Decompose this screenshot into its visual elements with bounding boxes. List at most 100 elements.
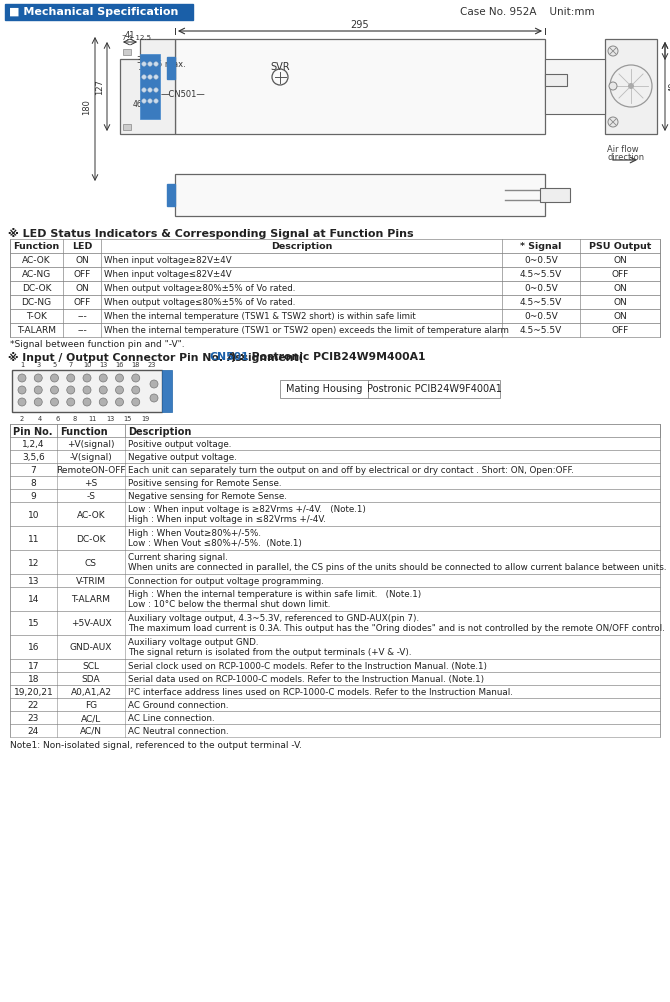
Circle shape [154,63,158,67]
Circle shape [154,100,158,104]
Text: SVR: SVR [270,62,290,72]
Circle shape [154,76,158,80]
Text: Current sharing signal.: Current sharing signal. [128,552,228,561]
Text: AC Ground connection.: AC Ground connection. [128,700,228,709]
Text: Description: Description [271,241,332,250]
Text: 8: 8 [73,416,77,422]
Bar [280,381,500,399]
Text: 18: 18 [27,674,39,683]
Text: -V(signal): -V(signal) [70,453,113,462]
Bar [10,296,660,310]
Text: When the internal temperature (TSW1 & TSW2 short) is within safe limit: When the internal temperature (TSW1 & TS… [104,312,416,321]
Circle shape [132,399,140,407]
Text: 0~0.5V: 0~0.5V [524,284,558,293]
Bar [10,310,660,324]
Text: 0~0.5V: 0~0.5V [524,256,558,265]
Text: Description: Description [128,427,192,437]
Circle shape [50,399,58,407]
Text: 22: 22 [27,700,39,709]
Bar [167,184,175,206]
Text: 45: 45 [140,71,150,80]
Bar [545,75,567,87]
Text: FG: FG [85,700,97,709]
Text: AC Line connection.: AC Line connection. [128,713,214,722]
Bar [10,477,660,490]
Text: When input voltage≤82V±4V: When input voltage≤82V±4V [104,270,232,279]
Text: OFF: OFF [74,298,90,307]
Text: 18: 18 [131,362,140,368]
Text: Function: Function [13,241,60,250]
Text: 11: 11 [27,534,39,543]
Text: AC Neutral connection.: AC Neutral connection. [128,726,228,735]
Bar [10,438,660,451]
Text: LED: LED [72,241,92,250]
Text: Connection for output voltage programming.: Connection for output voltage programmin… [128,576,324,585]
Text: 7.1 12.5: 7.1 12.5 [122,35,151,41]
Text: Negative output voltage.: Negative output voltage. [128,453,237,462]
Circle shape [34,375,42,383]
Text: ON: ON [75,284,89,293]
Text: 10: 10 [27,510,39,519]
Text: Postronic PCIB24W9F400A1: Postronic PCIB24W9F400A1 [366,384,501,394]
Circle shape [148,89,152,93]
Bar [605,40,657,135]
Text: ---: --- [77,326,87,335]
Text: Note1: Non-isolated signal, referenced to the output terminal -V.: Note1: Non-isolated signal, referenced t… [10,740,302,749]
Text: DC-OK: DC-OK [22,284,52,293]
Bar [10,698,660,711]
Text: 24: 24 [669,47,670,56]
Text: 13: 13 [99,362,107,368]
Circle shape [67,399,75,407]
Text: OFF: OFF [74,270,90,279]
Bar [175,174,545,216]
Bar [10,659,660,672]
Text: *Signal between function pin and "-V".: *Signal between function pin and "-V". [10,340,185,349]
Circle shape [99,375,107,383]
Circle shape [115,399,123,407]
Text: T-OK: T-OK [26,312,47,321]
Text: +V(signal): +V(signal) [67,440,115,449]
Text: Positive output voltage.: Positive output voltage. [128,440,231,449]
Circle shape [50,387,58,395]
Bar [10,672,660,685]
Text: +S: +S [84,479,98,488]
Text: 4.5~5.5V: 4.5~5.5V [520,298,562,307]
Bar [10,550,660,574]
Text: The maximum load current is 0.3A. This output has the "Oring diodes" and is not : The maximum load current is 0.3A. This o… [128,623,665,632]
Text: When the internal temperature (TSW1 or TSW2 open) exceeds the limit of temperatu: When the internal temperature (TSW1 or T… [104,326,509,335]
Bar [10,635,660,659]
Text: Case No. 952A    Unit:mm: Case No. 952A Unit:mm [460,7,595,17]
Text: 12: 12 [27,558,39,567]
Text: A0,A1,A2: A0,A1,A2 [70,687,111,696]
Circle shape [83,399,91,407]
Circle shape [609,83,617,91]
Bar [123,50,131,56]
Text: 4: 4 [38,416,42,422]
Text: T-ALARM: T-ALARM [72,595,111,604]
Text: -S: -S [86,492,95,501]
Bar [123,125,131,131]
Circle shape [67,387,75,395]
Text: RemoteON-OFF: RemoteON-OFF [56,466,126,475]
Circle shape [148,63,152,67]
Text: 19,20,21: 19,20,21 [13,687,54,696]
Circle shape [132,375,140,383]
Text: 5: 5 [52,362,57,368]
Bar [10,587,660,611]
Circle shape [608,47,618,57]
Text: Low : When Vout ≤80%+/-5%.  (Note.1): Low : When Vout ≤80%+/-5%. (Note.1) [128,538,302,547]
Text: 4.5~5.5V: 4.5~5.5V [520,326,562,335]
Text: 4.5~5.5V: 4.5~5.5V [520,270,562,279]
Text: Auxiliary voltage output, 4.3~5.3V, referenced to GND-AUX(pin 7).: Auxiliary voltage output, 4.3~5.3V, refe… [128,613,419,622]
Text: When output voltage≤80%±5% of Vo rated.: When output voltage≤80%±5% of Vo rated. [104,298,295,307]
Text: 17: 17 [27,661,39,670]
Text: 16: 16 [115,362,124,368]
Bar [10,685,660,698]
Text: ON: ON [613,298,627,307]
Text: High : When Vout≥80%+/-5%.: High : When Vout≥80%+/-5%. [128,528,261,537]
Text: 10: 10 [83,362,91,368]
Text: When output voltage≥80%±5% of Vo rated.: When output voltage≥80%±5% of Vo rated. [104,284,295,293]
Text: T-ALARM: T-ALARM [17,326,56,335]
Bar [162,371,172,413]
Text: direction: direction [607,153,644,162]
